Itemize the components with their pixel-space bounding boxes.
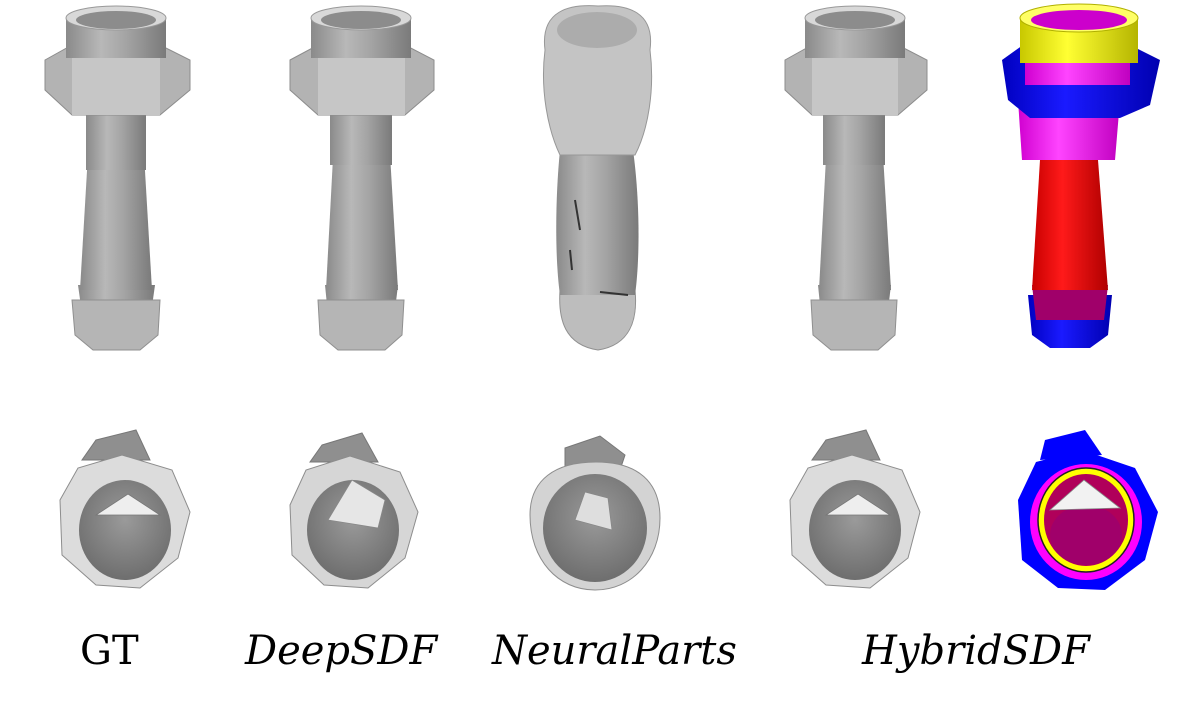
hybridsdf-colored-side-view bbox=[1002, 3, 1160, 348]
deepsdf-top-view bbox=[289, 432, 419, 589]
hybridsdf-gray-side-view bbox=[784, 5, 928, 351]
neuralparts-top-view bbox=[529, 435, 661, 591]
deepsdf-side-view bbox=[289, 5, 435, 351]
neuralparts-side-view bbox=[543, 5, 653, 351]
label-gt: GT bbox=[80, 628, 139, 674]
label-neuralparts: NeuralParts bbox=[492, 628, 737, 674]
label-hybridsdf: HybridSDF bbox=[862, 628, 1090, 674]
hybridsdf-colored-top-view bbox=[1018, 430, 1158, 590]
hybridsdf-gray-top-view bbox=[789, 429, 921, 589]
gt-side-view bbox=[44, 5, 191, 351]
label-deepsdf: DeepSDF bbox=[245, 628, 438, 674]
gt-top-view bbox=[59, 429, 191, 589]
